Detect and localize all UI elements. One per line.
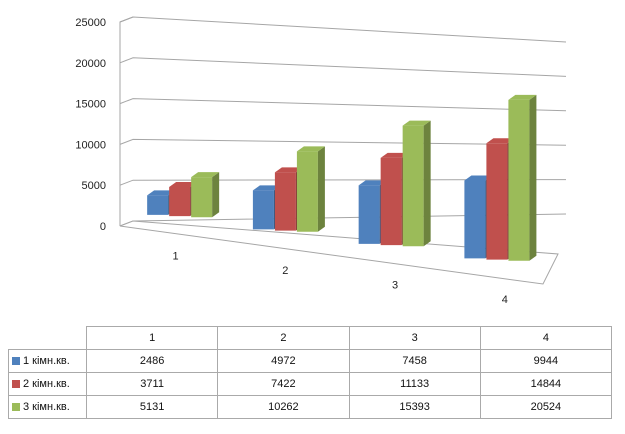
value-cell: 3711 bbox=[85, 372, 219, 396]
bar-side bbox=[529, 94, 537, 261]
bar-side bbox=[212, 172, 220, 218]
floor-plane bbox=[119, 220, 559, 285]
data-table-row: 1 кімн.кв. 2486 4972 7458 9944 bbox=[8, 349, 613, 373]
legend-swatch bbox=[12, 357, 20, 365]
value-cell: 7458 bbox=[348, 349, 481, 373]
y-tick-label: 20000 bbox=[75, 58, 106, 70]
gridline bbox=[119, 57, 567, 77]
data-table-header-row: 1 2 3 4 bbox=[8, 326, 613, 350]
bar-front bbox=[358, 185, 380, 244]
bar-front bbox=[508, 99, 530, 261]
bar-top bbox=[169, 182, 198, 188]
data-table: 1 2 3 4 1 кімн.кв. 2486 4972 7458 9944 2… bbox=[8, 326, 613, 419]
chart-floor bbox=[119, 220, 559, 285]
bar-front bbox=[296, 151, 318, 232]
bar bbox=[191, 172, 220, 218]
y-tick-label: 15000 bbox=[75, 99, 106, 111]
bar-top bbox=[486, 138, 515, 144]
bar-top bbox=[252, 185, 281, 191]
value-cell: 15393 bbox=[348, 395, 481, 419]
bar-front bbox=[147, 195, 169, 215]
bar-front bbox=[274, 172, 296, 231]
bar bbox=[402, 120, 431, 247]
y-tick-label: 25000 bbox=[75, 17, 106, 29]
bar-top bbox=[358, 180, 387, 186]
series-label-cell: 3 кімн.кв. bbox=[8, 395, 87, 419]
category-header: 1 bbox=[85, 326, 219, 350]
y-tick-label: 0 bbox=[100, 221, 106, 233]
category-header: 4 bbox=[479, 326, 613, 350]
value-cell: 2486 bbox=[85, 349, 219, 373]
legend-swatch bbox=[12, 380, 20, 388]
bar-front bbox=[464, 180, 486, 259]
y-tick-label: 5000 bbox=[82, 180, 106, 192]
x-tick-label: 4 bbox=[502, 294, 508, 306]
value-cell: 5131 bbox=[85, 395, 219, 419]
gridline bbox=[119, 98, 567, 112]
x-axis-ticks: 1 2 3 4 bbox=[172, 250, 507, 306]
bar-top bbox=[274, 167, 303, 173]
value-cell: 4972 bbox=[217, 349, 350, 373]
legend-swatch bbox=[12, 403, 20, 411]
bar-side bbox=[423, 120, 431, 247]
gridline bbox=[119, 16, 567, 43]
value-cell: 7422 bbox=[217, 372, 350, 396]
bar-top bbox=[191, 172, 220, 178]
series-name: 2 кімн.кв. bbox=[23, 378, 70, 390]
series-name: 1 кімн.кв. bbox=[23, 355, 70, 367]
bar-front bbox=[402, 125, 424, 247]
value-cell: 11133 bbox=[348, 372, 481, 396]
bar-front bbox=[380, 157, 402, 246]
bar-top bbox=[508, 94, 537, 100]
series-name: 3 кімн.кв. bbox=[23, 401, 70, 413]
bar-front bbox=[486, 143, 508, 260]
bar-top bbox=[402, 120, 431, 126]
bar-top bbox=[464, 175, 493, 181]
x-tick-label: 3 bbox=[392, 279, 398, 291]
value-cell: 20524 bbox=[479, 395, 613, 419]
x-tick-label: 1 bbox=[172, 250, 178, 262]
bar-top bbox=[380, 152, 409, 158]
bar-top bbox=[296, 146, 325, 152]
bar-top bbox=[147, 190, 176, 196]
bar-side bbox=[317, 146, 325, 232]
series-label-cell: 2 кімн.кв. bbox=[8, 372, 87, 396]
bar-front bbox=[252, 190, 274, 230]
bar bbox=[508, 94, 537, 261]
value-cell: 10262 bbox=[217, 395, 350, 419]
category-header: 3 bbox=[348, 326, 481, 350]
bars bbox=[147, 94, 537, 261]
category-header: 2 bbox=[217, 326, 350, 350]
bar bbox=[296, 146, 325, 232]
bar-chart-3d: 0 5000 10000 15000 20000 25000 1 2 3 4 bbox=[75, 16, 567, 306]
bar-front bbox=[169, 187, 191, 217]
data-table-corner bbox=[8, 326, 87, 350]
bar-front bbox=[191, 177, 213, 218]
value-cell: 14844 bbox=[479, 372, 613, 396]
y-tick-label: 10000 bbox=[75, 139, 106, 151]
value-cell: 9944 bbox=[479, 349, 613, 373]
x-tick-label: 2 bbox=[282, 265, 288, 277]
data-table-row: 3 кімн.кв. 5131 10262 15393 20524 bbox=[8, 395, 613, 419]
y-axis-ticks: 0 5000 10000 15000 20000 25000 bbox=[75, 17, 106, 233]
data-table-row: 2 кімн.кв. 3711 7422 11133 14844 bbox=[8, 372, 613, 396]
series-label-cell: 1 кімн.кв. bbox=[8, 349, 87, 373]
side-wall-edge bbox=[119, 16, 134, 226]
